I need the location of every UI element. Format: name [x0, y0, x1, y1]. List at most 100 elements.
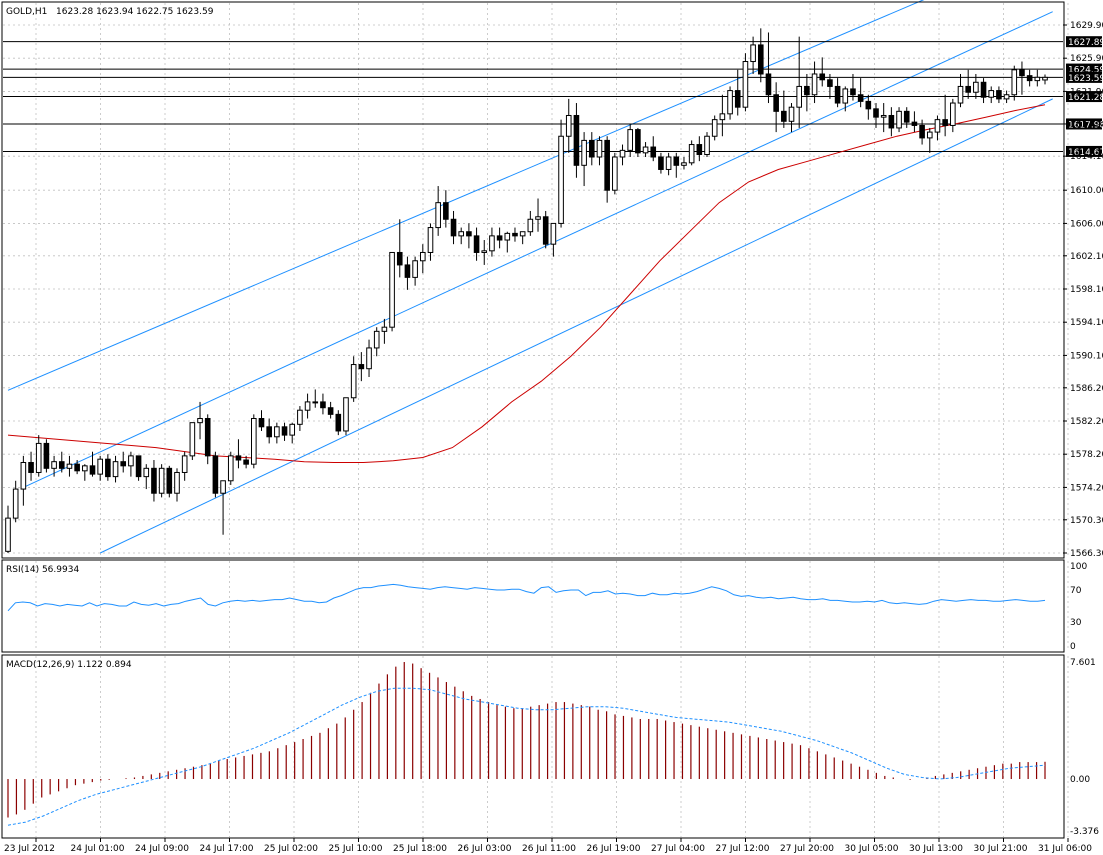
candle [97, 455, 103, 481]
price-tick-label: 1570.30 [1070, 516, 1103, 526]
candle-body [827, 79, 833, 87]
candle [527, 210, 534, 236]
candle [189, 422, 196, 461]
candle-body [711, 119, 718, 137]
level-tag [1066, 118, 1102, 130]
candle [873, 103, 879, 128]
candle [704, 132, 710, 157]
candle-body [688, 144, 695, 164]
time-tick-label: 25 Jul 02:00 [264, 844, 318, 854]
candle-body [581, 139, 587, 166]
candle [519, 231, 526, 245]
candle [466, 223, 472, 249]
candle [581, 132, 587, 187]
price-tick-label: 1625.90 [1070, 54, 1103, 64]
candle [227, 451, 234, 485]
price-tick-label: 1602.10 [1070, 252, 1103, 262]
time-tick-label: 31 Jul 06:00 [1038, 844, 1092, 854]
candle [304, 393, 311, 419]
candle-body [443, 202, 449, 220]
candle [650, 136, 657, 162]
candle-body [696, 144, 703, 156]
candle-body [612, 156, 618, 191]
candle-body [512, 232, 518, 237]
candle [635, 127, 641, 157]
candle-body [350, 364, 357, 399]
candle [880, 103, 887, 133]
price-tick-label: 1586.20 [1070, 384, 1103, 394]
candle-body [757, 44, 764, 75]
candle [903, 107, 910, 128]
price-tick-label: 1614.10 [1070, 152, 1103, 162]
candle [450, 210, 457, 245]
candle-body [235, 455, 242, 461]
macd-tick-label: 7.601 [1070, 658, 1096, 668]
candle-body [734, 90, 741, 108]
candle-body [788, 106, 795, 122]
candle [796, 36, 802, 128]
candle-body [166, 467, 173, 494]
candle [596, 136, 603, 166]
candle [750, 36, 756, 74]
candle [74, 460, 80, 475]
candle [512, 227, 518, 242]
candle-body [20, 462, 27, 490]
candle [358, 352, 365, 382]
candle [681, 157, 687, 170]
candle [827, 73, 833, 99]
candle-body [473, 235, 480, 253]
candle-body [151, 467, 157, 494]
candle-body [535, 216, 541, 220]
candle [804, 73, 810, 112]
level-tag-label: 1624.59 [1068, 66, 1103, 76]
candle-body [304, 401, 311, 411]
candle-body [227, 455, 234, 482]
candle-body [896, 110, 902, 129]
candle [919, 119, 925, 145]
candle-body [1003, 94, 1010, 100]
price-tick-label: 1566.30 [1070, 549, 1103, 559]
candle [82, 464, 88, 481]
candle [688, 140, 695, 166]
candle [274, 422, 280, 444]
macd-axis: 7.601 0.00 -3.376 [1070, 658, 1099, 837]
candle-body [665, 156, 672, 170]
price-tick-label: 1598.10 [1070, 285, 1103, 295]
candle [166, 465, 173, 498]
candle-body [919, 124, 925, 139]
candle-body [727, 90, 733, 115]
candle-body [765, 73, 772, 96]
candle-body [850, 88, 856, 96]
candle [673, 152, 680, 178]
candle [174, 468, 180, 502]
candle [588, 132, 595, 166]
candle [143, 464, 150, 490]
time-tick-label: 30 Jul 21:00 [974, 844, 1028, 854]
candle-body [258, 418, 265, 428]
candle [396, 219, 403, 278]
rsi-tick-label: 30 [1070, 618, 1082, 628]
chart-ohlc: 1623.28 1623.94 1622.75 1623.59 [56, 7, 214, 17]
time-tick-label: 24 Jul 09:00 [135, 844, 189, 854]
rsi-tick-label: 0 [1070, 642, 1076, 652]
macd-tick-label: -3.376 [1070, 827, 1099, 837]
candle [181, 451, 188, 481]
candle-body [128, 455, 134, 467]
moving-average [7, 104, 1046, 463]
time-tick-label: 23 Jul 2012 [4, 844, 55, 854]
candle-body [281, 426, 288, 436]
candle-body [1011, 69, 1018, 96]
time-axis: 23 Jul 2012 24 Jul 01:00 24 Jul 09:00 24 Ju… [4, 838, 1092, 854]
candle [135, 455, 142, 481]
candle-body [289, 423, 296, 436]
candle-body [642, 146, 649, 154]
candle-body [796, 85, 802, 108]
candle-body [558, 135, 564, 224]
candle [850, 73, 856, 101]
candle [819, 57, 826, 87]
candle [443, 190, 449, 228]
level-tag [1066, 145, 1102, 157]
time-tick-label: 27 Jul 12:00 [716, 844, 770, 854]
candle-body [504, 232, 511, 241]
